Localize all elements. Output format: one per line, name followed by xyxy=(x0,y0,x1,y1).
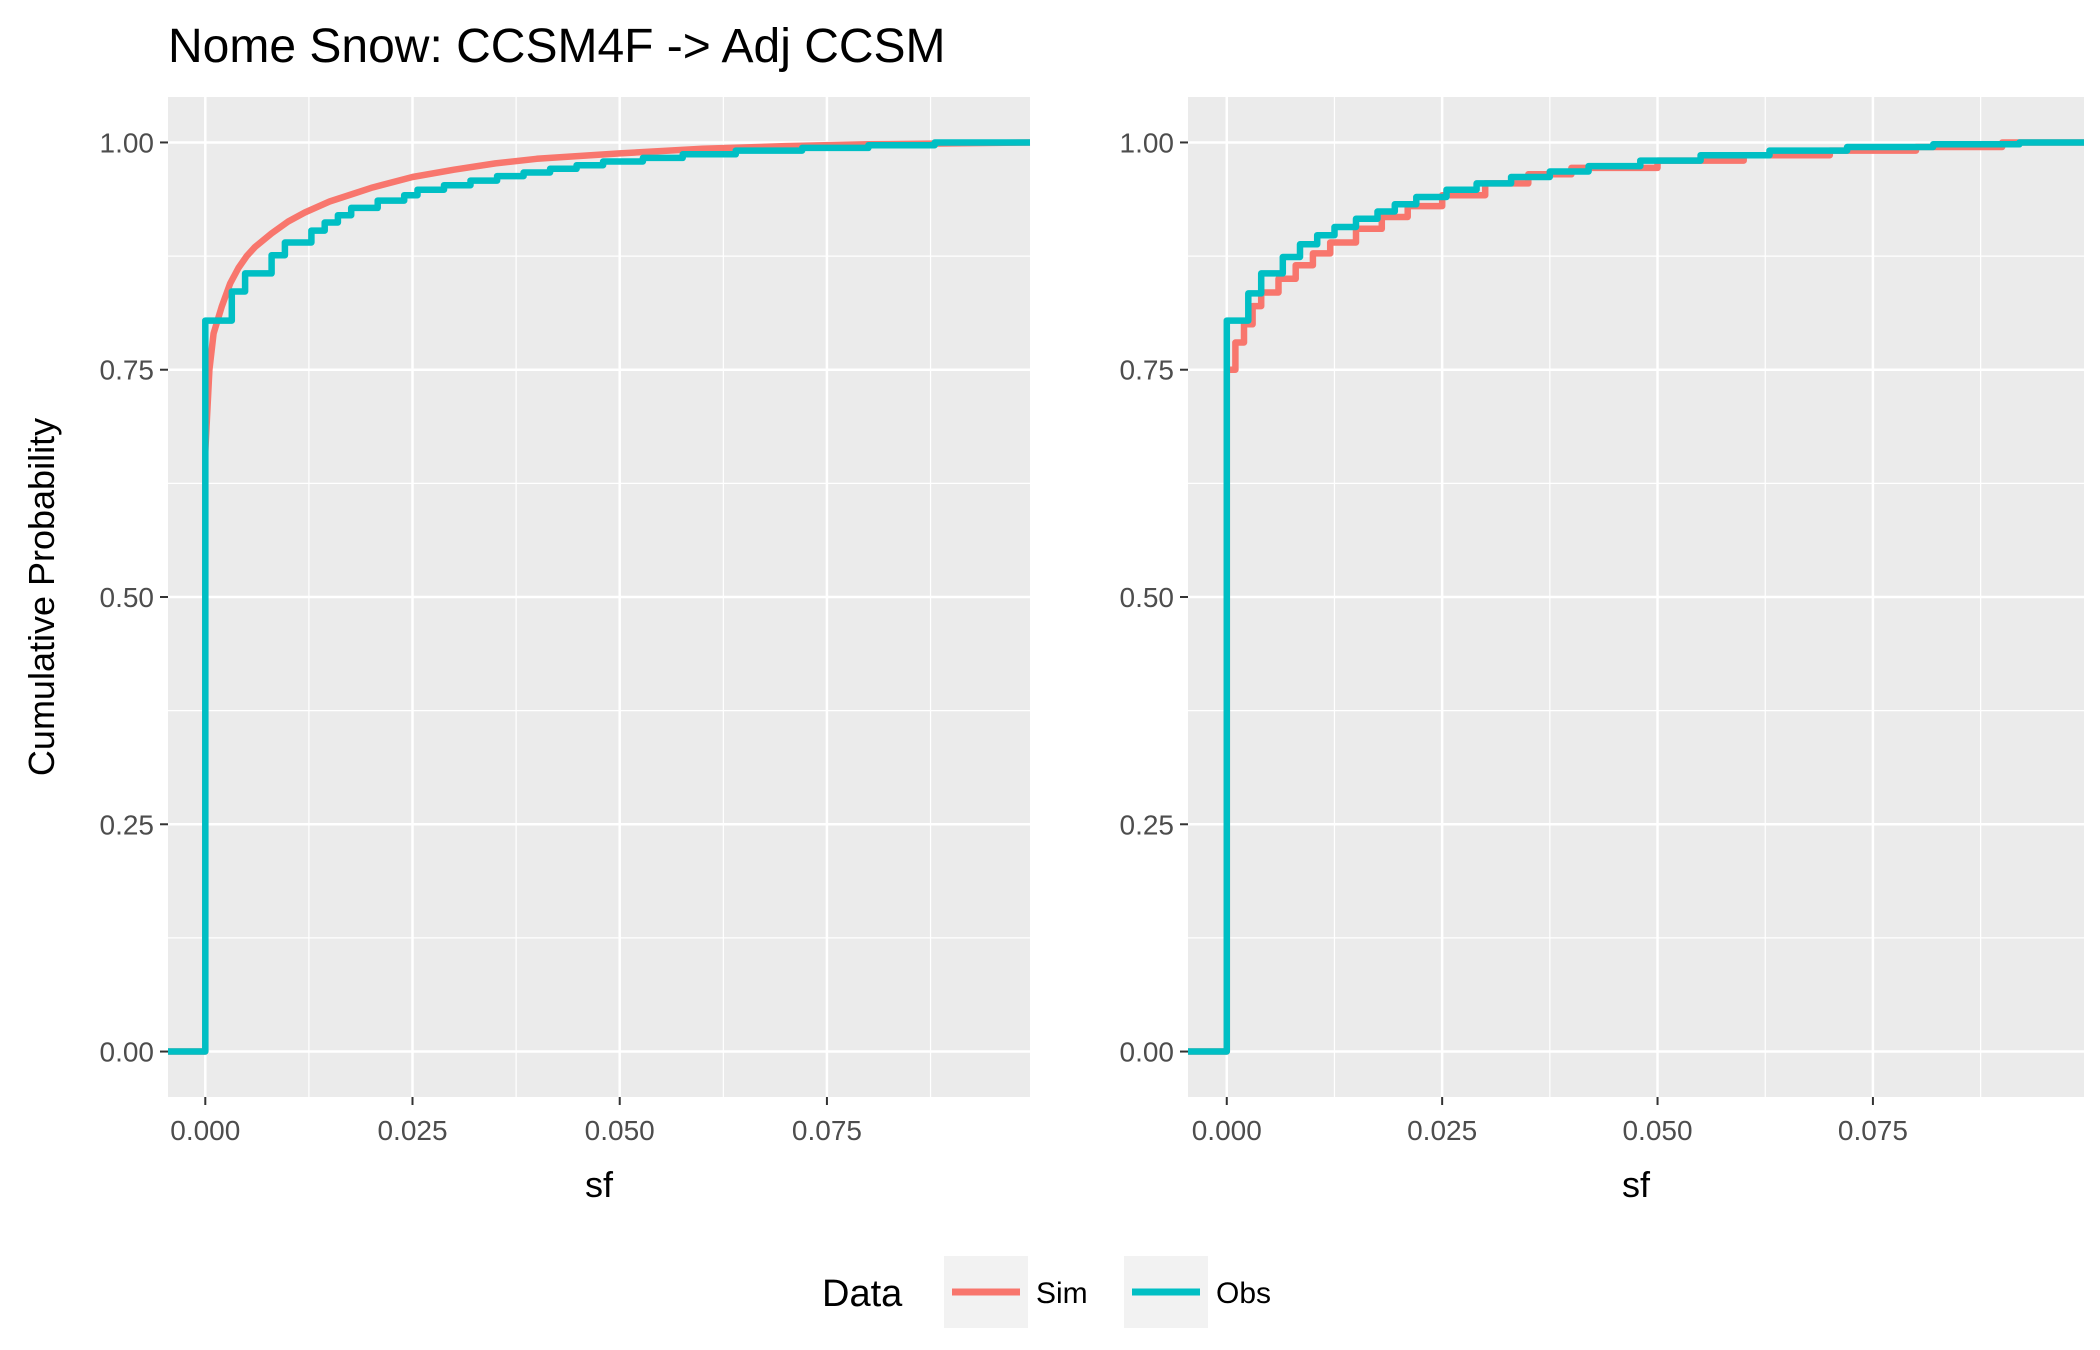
left-panel-series-obs xyxy=(168,139,1030,1055)
right-panel-x-tick-label: 0.000 xyxy=(1192,1115,1262,1146)
left-panel-series xyxy=(168,139,1031,1055)
right-panel-y-ticks: 0.00 0.25 0.50 0.75 1.00 xyxy=(1120,127,1188,1068)
left-panel-y-ticks: 0.00 0.25 0.50 0.75 1.00 xyxy=(100,127,168,1068)
left-panel-x-tick-label: 0.000 xyxy=(170,1115,240,1146)
right-panel-x-tick-label: 0.025 xyxy=(1407,1115,1477,1146)
left-panel-y-tick-label: 0.75 xyxy=(100,355,155,386)
left-panel-x-tick-label: 0.050 xyxy=(585,1115,655,1146)
left-panel-x-ticks: 0.000 0.025 0.050 0.075 xyxy=(170,1097,862,1146)
legend-label-obs: Obs xyxy=(1216,1277,1271,1310)
right-panel: 0.00 0.25 0.50 0.75 1.00 0.000 0.025 0.050 0.07… xyxy=(1120,97,2084,1205)
left-panel: 0.00 0.25 0.50 0.75 1.00 0.000 0.025 0.050 0.07… xyxy=(21,97,1031,1205)
right-panel-x-tick-label: 0.050 xyxy=(1622,1115,1692,1146)
left-panel-y-axis-title: Cumulative Probability xyxy=(21,418,62,776)
right-panel-x-ticks: 0.000 0.025 0.050 0.075 xyxy=(1192,1097,1908,1146)
left-panel-x-tick-label: 0.025 xyxy=(377,1115,447,1146)
left-panel-x-axis-title: sf xyxy=(585,1164,614,1205)
legend: Data Sim Obs xyxy=(822,1256,1271,1328)
right-panel-x-tick-label: 0.075 xyxy=(1838,1115,1908,1146)
chart-title: Nome Snow: CCSM4F -> Adj CCSM xyxy=(168,20,946,73)
left-panel-y-tick-label: 0.50 xyxy=(100,582,155,613)
legend-title: Data xyxy=(822,1273,903,1315)
left-panel-y-tick-label: 0.00 xyxy=(100,1037,155,1068)
legend-item-obs: Obs xyxy=(1124,1256,1271,1328)
right-panel-y-tick-label: 0.00 xyxy=(1120,1037,1175,1068)
legend-label-sim: Sim xyxy=(1036,1277,1088,1310)
right-panel-y-tick-label: 0.50 xyxy=(1120,582,1175,613)
right-panel-y-tick-label: 1.00 xyxy=(1120,127,1175,158)
left-panel-y-tick-label: 0.25 xyxy=(100,809,155,840)
left-panel-series-sim xyxy=(168,139,1031,1055)
right-panel-y-tick-label: 0.25 xyxy=(1120,809,1175,840)
right-panel-series-obs xyxy=(1188,139,2084,1055)
left-panel-x-tick-label: 0.075 xyxy=(792,1115,862,1146)
right-panel-series xyxy=(1188,139,2084,1055)
left-panel-y-tick-label: 1.00 xyxy=(100,127,155,158)
legend-item-sim: Sim xyxy=(944,1256,1088,1328)
right-panel-x-axis-title: sf xyxy=(1622,1164,1651,1205)
right-panel-y-tick-label: 0.75 xyxy=(1120,355,1175,386)
